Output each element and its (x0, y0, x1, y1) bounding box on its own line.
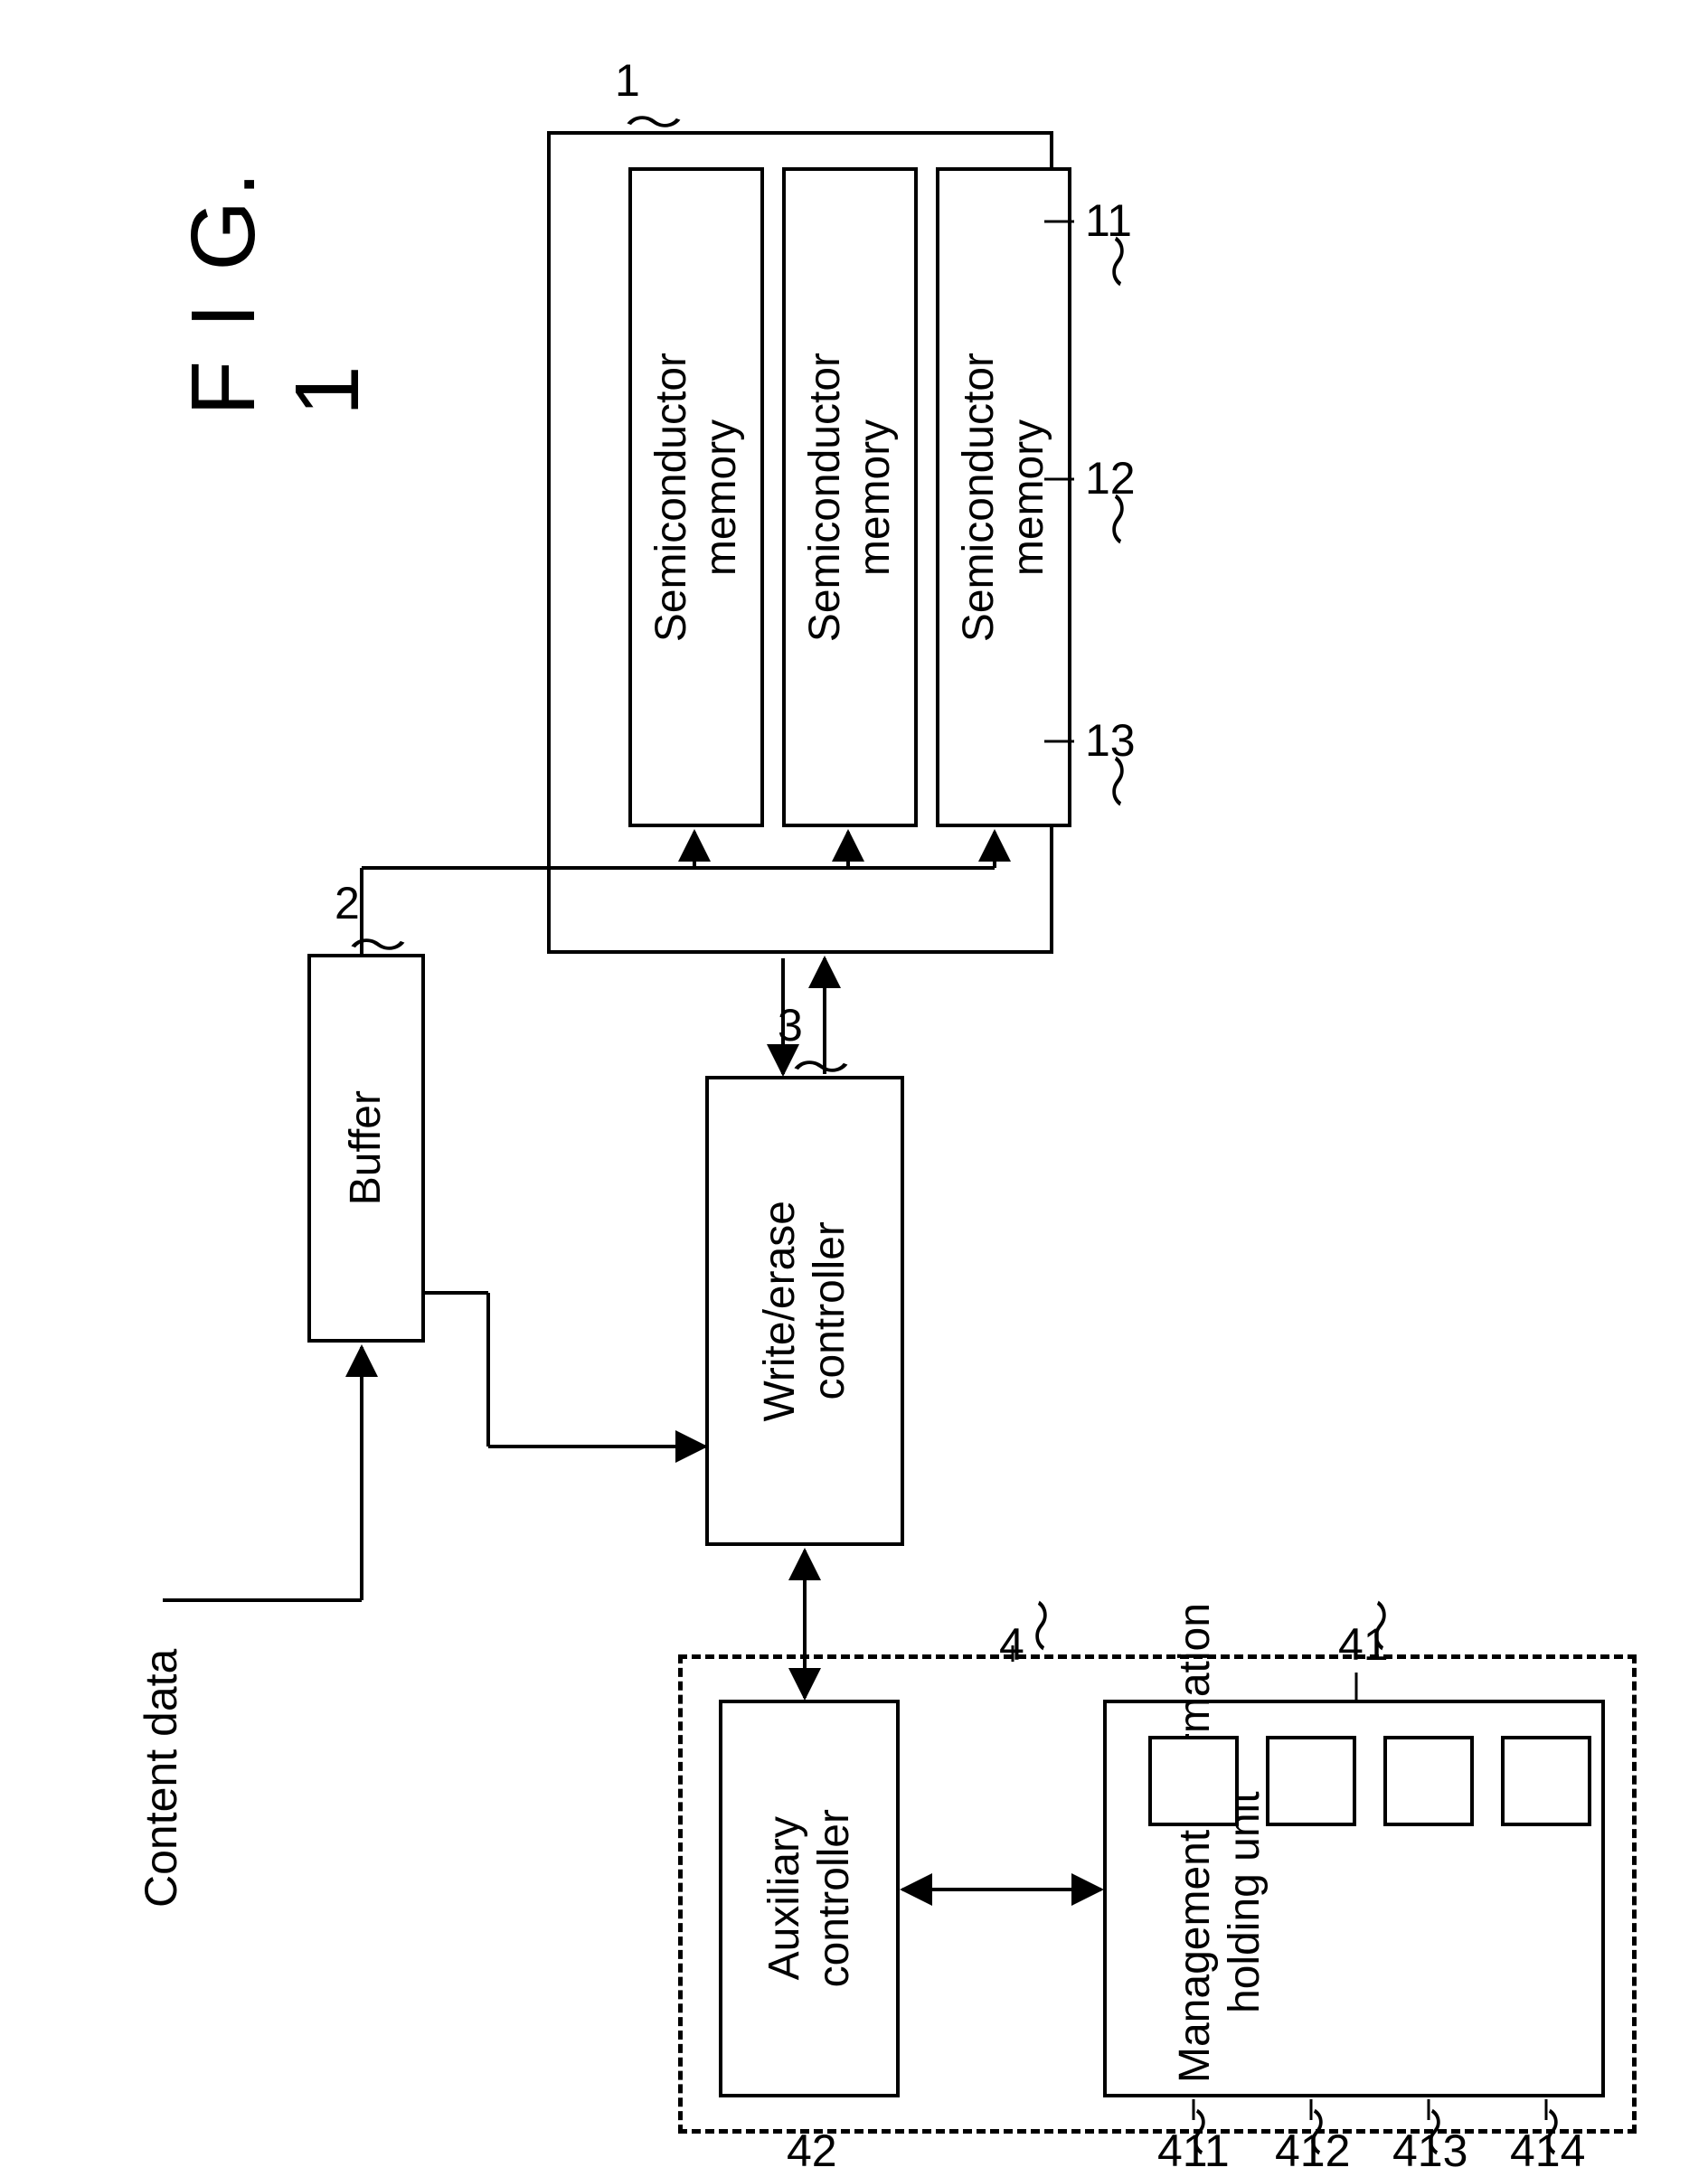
diagram-canvas: Content data Buffer 2 〜 1 〜 Semiconducto… (0, 0, 1708, 2165)
tilde-412: 〜 (1288, 2106, 1348, 2156)
memory-block-11: Semiconductor memory (628, 167, 764, 827)
tilde-3: 〜 (792, 1035, 850, 1095)
tilde-4: 〜 (1013, 1598, 1072, 1653)
tilde-41: 〜 (1352, 1598, 1411, 1653)
memory-11-label: Semiconductor memory (646, 353, 746, 642)
memory-block-13: Semiconductor memory (936, 167, 1071, 827)
figure-label: F I G. 1 (172, 90, 380, 416)
tilde-11: 〜 (1090, 234, 1149, 288)
mgmt-sub-411 (1148, 1736, 1239, 1826)
mgmt-sub-412 (1266, 1736, 1356, 1826)
input-label: Content data (136, 1618, 188, 1908)
tilde-2: 〜 (349, 913, 407, 973)
aux-controller-block: Auxiliary controller (719, 1700, 900, 2097)
buffer-block: Buffer (307, 954, 425, 1343)
tilde-1: 〜 (625, 90, 683, 150)
write-erase-block: Write/erase controller (705, 1076, 904, 1546)
tilde-414: 〜 (1524, 2106, 1583, 2156)
tilde-411: 〜 (1171, 2106, 1231, 2156)
mgmt-sub-413 (1383, 1736, 1474, 1826)
memory-block-12: Semiconductor memory (782, 167, 918, 827)
tilde-13: 〜 (1090, 754, 1149, 808)
tilde-12: 〜 (1090, 492, 1149, 546)
tilde-413: 〜 (1406, 2106, 1466, 2156)
aux-controller-label: Auxiliary controller (760, 1809, 859, 1987)
write-erase-label: Write/erase controller (755, 1201, 854, 1422)
memory-12-label: Semiconductor memory (800, 353, 900, 642)
buffer-label: Buffer (341, 1090, 391, 1205)
memory-13-label: Semiconductor memory (954, 353, 1053, 642)
ref-42: 42 (787, 2125, 837, 2177)
mgmt-sub-414 (1501, 1736, 1591, 1826)
